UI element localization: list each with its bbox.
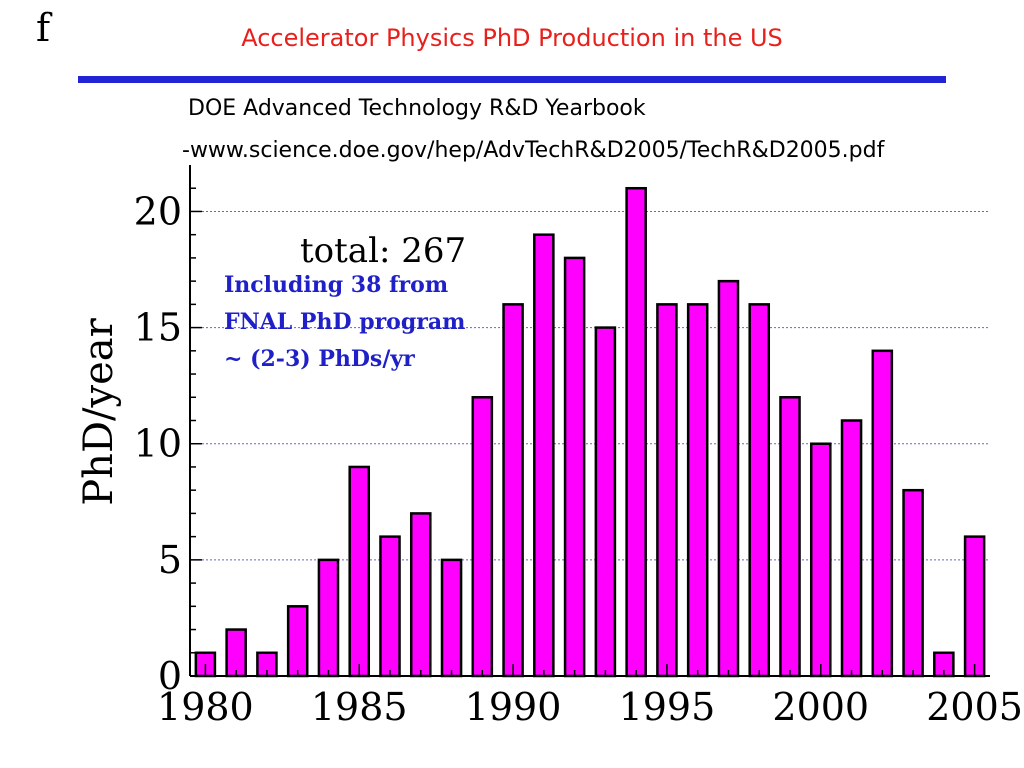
x-tick-label-2000: 2000 [772,685,869,729]
y-tick-label-15: 15 [134,306,182,350]
bar-1987 [409,512,432,678]
bars [194,186,986,678]
axes [189,165,990,677]
x-tick-label-2005: 2005 [926,685,1023,729]
slide-title: Accelerator Physics PhD Production in th… [241,24,783,52]
bar-1995 [656,303,678,678]
note-line-3: ~ (2-3) PhDs/yr [224,346,415,372]
bar-1997 [717,279,740,678]
fnal-note: Including 38 from FNAL PhD program ~ (2-3)… [224,272,465,372]
bar-1988 [440,558,463,678]
bar-1986 [379,535,401,678]
bar-1984 [317,558,340,678]
bar-1992 [563,256,586,678]
bar-1981 [225,628,247,678]
bar-2003 [902,488,924,678]
x-tick-label-1980: 1980 [157,685,254,729]
bar-1985 [348,465,371,678]
bar-2005 [963,535,986,678]
bar-2002 [871,349,894,678]
x-tick-label-1990: 1990 [465,685,562,729]
source-line-1: DOE Advanced Technology R&D Yearbook [188,96,646,121]
bar-1999 [779,396,801,678]
bar-1983 [286,605,309,678]
y-tick-label-10: 10 [134,422,182,466]
y-tick-label-5: 5 [158,538,182,582]
bar-1998 [748,303,771,678]
y-axis-label: PhD/year [76,317,122,505]
bar-1991 [533,233,555,678]
y-tick-label-20: 20 [134,189,182,233]
bar-1993 [594,326,617,678]
y-tick-label-0: 0 [158,654,182,698]
bar-2000 [809,442,832,678]
bar-1990 [502,303,524,678]
bar-1996 [686,303,709,678]
note-line-1: Including 38 from [224,272,448,298]
bar-1989 [471,396,494,678]
x-tick-labels: 1980 1985 1990 1995 2000 2005 [157,685,1023,729]
bar-2001 [840,419,863,678]
x-tick-label-1985: 1985 [311,685,408,729]
title-divider [78,76,946,83]
total-annotation: total: 267 [300,231,466,271]
x-tick-label-1995: 1995 [619,685,716,729]
source-line-2: -www.science.doe.gov/hep/AdvTechR&D2005/… [182,138,885,163]
corner-glyph: f [36,6,51,50]
bar-1994 [625,186,647,678]
note-line-2: FNAL PhD program [224,309,465,335]
y-tick-labels: 0 5 10 15 20 [134,189,182,698]
